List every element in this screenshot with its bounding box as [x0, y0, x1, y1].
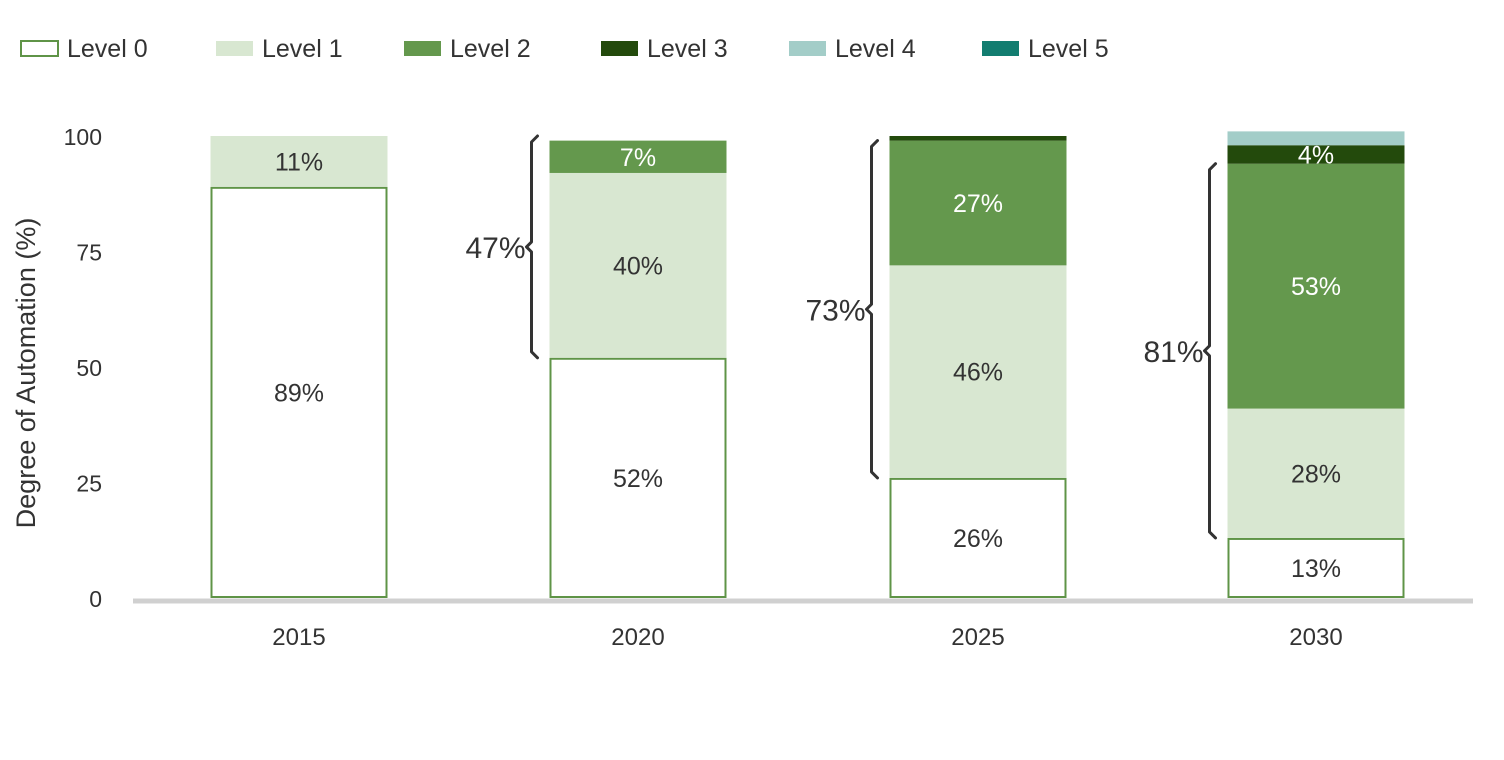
- bracket-2025: [865, 139, 879, 480]
- bar-segment-level-0-2030: [1227, 537, 1405, 599]
- bars: [210, 131, 1405, 599]
- legend-label-level-5: Level 5: [1028, 35, 1109, 63]
- bracket-label-2030: 81%: [1143, 336, 1203, 369]
- bracket-label-2020: 47%: [465, 232, 525, 265]
- data-label-level-0-2020: 52%: [613, 465, 663, 493]
- bar-segment-level-1-2015: [210, 136, 388, 187]
- y-tick-label: 25: [76, 471, 102, 497]
- data-label-level-1-2030: 28%: [1291, 460, 1341, 488]
- data-label-level-0-2015: 89%: [274, 379, 324, 407]
- data-label-level-0-2030: 13%: [1291, 555, 1341, 583]
- x-tick-label: 2025: [951, 624, 1004, 651]
- x-tick-label: 2015: [272, 624, 325, 651]
- legend-swatch-level-5: [982, 41, 1019, 56]
- x-axis: 2015 2020 2025 2030: [133, 598, 1473, 651]
- legend-label-level-1: Level 1: [262, 35, 343, 63]
- y-tick-label: 0: [89, 586, 102, 612]
- bracket-2020: [525, 134, 539, 360]
- legend-swatch-level-1: [216, 41, 253, 56]
- bar-segment-level-0-2025: [889, 477, 1067, 599]
- bracket-2030: [1203, 162, 1217, 540]
- legend-label-level-2: Level 2: [450, 35, 531, 63]
- legend-swatch-level-4: [789, 41, 826, 56]
- bar-segment-level-1-2020: [549, 172, 727, 358]
- legend-swatch-level-0: [20, 40, 59, 57]
- bar-segment-level-1-2025: [889, 265, 1067, 478]
- bar-segment-level-3-2025: [889, 136, 1067, 141]
- bar-segment-level-3-2030: [1227, 145, 1405, 164]
- bar-segment-level-0-2015: [210, 186, 388, 598]
- data-label-level-3-2030: 4%: [1298, 141, 1334, 169]
- bracket-annotations: 47% 73% 81%: [465, 134, 1217, 540]
- data-label-level-1-2020: 40%: [613, 252, 663, 280]
- x-tick-label: 2020: [611, 624, 664, 651]
- legend-swatch-level-2: [404, 41, 441, 56]
- y-axis: 0 25 50 75 100 Degree of Automation (%): [11, 124, 102, 612]
- legend-label-level-3: Level 3: [647, 35, 728, 63]
- legend-swatch-level-3: [601, 41, 638, 56]
- bar-labels: 89% 11% 52% 40% 7% 26% 46% 27% 13% 28% 53% 4%: [274, 141, 1341, 582]
- bar-segment-level-4-2030: [1227, 131, 1405, 146]
- bar-segment-level-2-2030: [1227, 163, 1405, 409]
- data-label-level-2-2030: 53%: [1291, 273, 1341, 301]
- x-tick-label: 2030: [1289, 624, 1342, 651]
- data-label-level-1-2025: 46%: [953, 359, 1003, 387]
- legend-label-level-0: Level 0: [67, 35, 148, 63]
- y-tick-label: 75: [76, 240, 102, 266]
- data-label-level-2-2020: 7%: [620, 144, 656, 172]
- bracket-label-2025: 73%: [805, 294, 865, 327]
- data-label-level-2-2025: 27%: [953, 190, 1003, 218]
- y-tick-label: 50: [76, 355, 102, 381]
- data-label-level-0-2025: 26%: [953, 525, 1003, 553]
- legend-label-level-4: Level 4: [835, 35, 916, 63]
- bar-segment-level-2-2025: [889, 140, 1067, 266]
- y-tick-label: 100: [64, 124, 102, 150]
- data-label-level-1-2015: 11%: [275, 148, 323, 176]
- y-axis-title: Degree of Automation (%): [11, 218, 41, 529]
- bar-segment-level-0-2020: [549, 357, 727, 599]
- legend: Level 0 Level 1 Level 2 Level 3 Level 4 Level…: [20, 35, 1109, 63]
- bar-segment-level-2-2020: [549, 140, 727, 173]
- bar-segment-level-1-2030: [1227, 408, 1405, 538]
